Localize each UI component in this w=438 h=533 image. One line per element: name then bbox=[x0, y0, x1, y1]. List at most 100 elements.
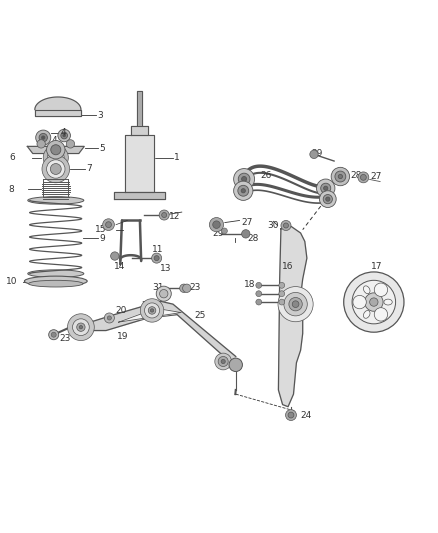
Circle shape bbox=[352, 280, 396, 324]
Text: 10: 10 bbox=[6, 277, 18, 286]
Circle shape bbox=[148, 306, 156, 314]
Circle shape bbox=[256, 291, 261, 297]
Circle shape bbox=[51, 145, 61, 155]
Circle shape bbox=[344, 272, 404, 332]
Polygon shape bbox=[279, 227, 307, 407]
Text: 7: 7 bbox=[86, 165, 92, 174]
Text: 29: 29 bbox=[311, 149, 322, 158]
Circle shape bbox=[284, 293, 307, 316]
Text: 27: 27 bbox=[241, 218, 253, 227]
Circle shape bbox=[242, 230, 250, 238]
Circle shape bbox=[67, 314, 94, 341]
Text: 12: 12 bbox=[169, 212, 180, 221]
Circle shape bbox=[256, 282, 261, 288]
Ellipse shape bbox=[384, 299, 392, 305]
Text: 5: 5 bbox=[99, 144, 105, 153]
Text: 11: 11 bbox=[152, 245, 163, 254]
Circle shape bbox=[331, 167, 350, 185]
Circle shape bbox=[279, 291, 285, 297]
Circle shape bbox=[46, 141, 65, 159]
Circle shape bbox=[159, 289, 168, 298]
Circle shape bbox=[162, 213, 167, 217]
Circle shape bbox=[102, 219, 114, 230]
Circle shape bbox=[140, 298, 164, 322]
Circle shape bbox=[358, 172, 369, 183]
Circle shape bbox=[51, 332, 56, 337]
Circle shape bbox=[50, 164, 61, 174]
Circle shape bbox=[360, 174, 366, 180]
Ellipse shape bbox=[28, 270, 84, 277]
Text: 28: 28 bbox=[351, 171, 362, 180]
Circle shape bbox=[283, 223, 289, 228]
Text: 9: 9 bbox=[99, 233, 105, 243]
Circle shape bbox=[242, 176, 247, 182]
Circle shape bbox=[288, 412, 294, 418]
Circle shape bbox=[51, 152, 61, 163]
Text: 6: 6 bbox=[9, 153, 15, 162]
Circle shape bbox=[209, 217, 224, 232]
Text: 23: 23 bbox=[190, 283, 201, 292]
Circle shape bbox=[104, 313, 114, 323]
Ellipse shape bbox=[25, 276, 87, 286]
Text: 26: 26 bbox=[261, 171, 272, 180]
Circle shape bbox=[222, 228, 227, 234]
Circle shape bbox=[338, 174, 343, 179]
Text: 3: 3 bbox=[98, 110, 103, 119]
Polygon shape bbox=[131, 126, 148, 135]
Text: 27: 27 bbox=[371, 172, 382, 181]
Text: 20: 20 bbox=[115, 306, 127, 315]
Text: 17: 17 bbox=[371, 262, 382, 271]
Circle shape bbox=[238, 185, 249, 196]
Circle shape bbox=[323, 195, 332, 204]
Circle shape bbox=[321, 183, 331, 193]
Circle shape bbox=[335, 171, 346, 182]
Circle shape bbox=[145, 303, 159, 318]
Polygon shape bbox=[27, 147, 84, 154]
Circle shape bbox=[58, 129, 71, 142]
Text: 4: 4 bbox=[61, 128, 67, 137]
Circle shape bbox=[238, 173, 250, 185]
Circle shape bbox=[326, 197, 330, 201]
Polygon shape bbox=[114, 192, 165, 199]
Circle shape bbox=[49, 330, 59, 340]
Ellipse shape bbox=[28, 280, 83, 287]
Circle shape bbox=[47, 149, 64, 166]
Circle shape bbox=[241, 189, 245, 193]
Ellipse shape bbox=[364, 286, 370, 294]
Circle shape bbox=[353, 295, 366, 309]
Text: 22: 22 bbox=[141, 301, 153, 310]
Polygon shape bbox=[81, 301, 236, 367]
Circle shape bbox=[46, 160, 65, 178]
Polygon shape bbox=[119, 309, 181, 322]
Text: 31: 31 bbox=[152, 283, 163, 292]
Circle shape bbox=[180, 284, 188, 293]
Circle shape bbox=[66, 140, 74, 148]
Circle shape bbox=[374, 283, 388, 296]
Circle shape bbox=[317, 179, 335, 197]
Text: 16: 16 bbox=[282, 262, 293, 271]
Circle shape bbox=[154, 256, 159, 261]
Polygon shape bbox=[35, 97, 81, 110]
Circle shape bbox=[107, 316, 111, 320]
Polygon shape bbox=[137, 91, 142, 126]
Circle shape bbox=[319, 191, 336, 207]
Circle shape bbox=[36, 130, 51, 145]
Text: 4: 4 bbox=[52, 136, 57, 146]
Circle shape bbox=[43, 145, 68, 170]
Text: 15: 15 bbox=[95, 225, 107, 234]
Circle shape bbox=[221, 359, 225, 364]
Text: 21: 21 bbox=[72, 318, 83, 327]
Circle shape bbox=[233, 181, 253, 200]
Circle shape bbox=[39, 133, 47, 142]
Circle shape bbox=[152, 253, 162, 263]
Circle shape bbox=[63, 134, 65, 137]
Circle shape bbox=[364, 293, 383, 311]
Circle shape bbox=[42, 136, 45, 139]
Ellipse shape bbox=[364, 311, 370, 318]
Circle shape bbox=[77, 323, 85, 332]
Circle shape bbox=[42, 155, 70, 183]
Text: 8: 8 bbox=[9, 184, 14, 193]
Text: 14: 14 bbox=[113, 262, 125, 271]
Text: 24: 24 bbox=[300, 410, 312, 419]
Circle shape bbox=[111, 252, 119, 260]
